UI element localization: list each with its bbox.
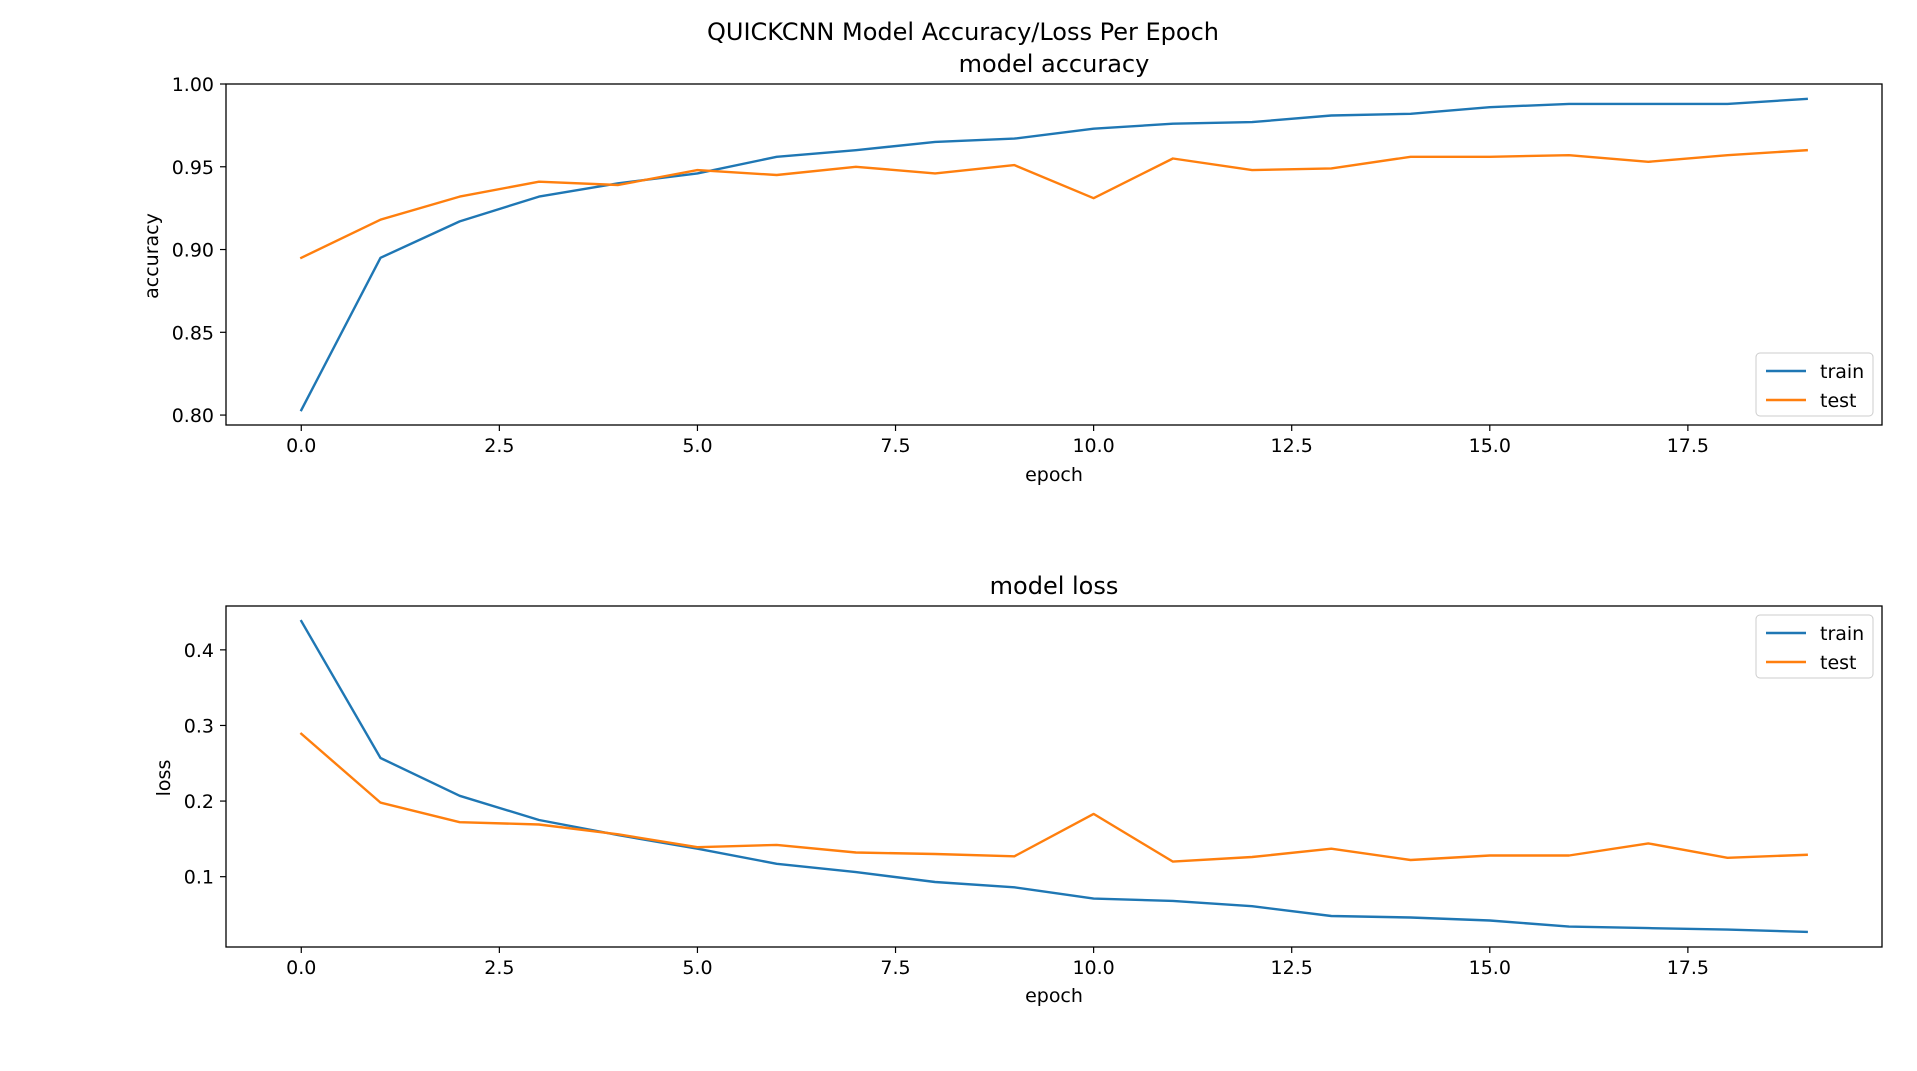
loss-y-axis-label: loss — [153, 760, 175, 797]
loss-y-tick-label: 0.1 — [184, 867, 214, 889]
accuracy-legend-label-train: train — [1820, 361, 1864, 383]
accuracy-panel: model accuracy epoch accuracy 0.0 2.5 5.0 7… — [141, 50, 1883, 486]
loss-plot-frame — [225, 605, 1883, 948]
accuracy-x-tick-label: 15.0 — [1469, 435, 1511, 457]
loss-series-train-line — [299, 619, 1808, 934]
accuracy-x-tick-label: 2.5 — [484, 435, 514, 457]
accuracy-series-test-line — [299, 148, 1808, 260]
accuracy-x-tick-label: 5.0 — [682, 435, 712, 457]
accuracy-x-tick-label: 7.5 — [880, 435, 910, 457]
accuracy-y-tick-label: 0.95 — [172, 157, 214, 179]
accuracy-x-tick-label: 10.0 — [1072, 435, 1114, 457]
loss-legend-label-train: train — [1820, 623, 1864, 645]
accuracy-x-tick-label: 12.5 — [1271, 435, 1313, 457]
accuracy-y-axis-label: accuracy — [141, 213, 163, 299]
loss-legend-label-test: test — [1820, 652, 1857, 674]
loss-y-tick-label: 0.3 — [184, 715, 214, 737]
accuracy-y-tick-label: 0.85 — [172, 322, 214, 344]
loss-chart-title: model loss — [990, 572, 1119, 600]
loss-y-tick-label: 0.2 — [184, 791, 214, 813]
accuracy-series-train-line — [299, 97, 1808, 412]
accuracy-chart-title: model accuracy — [959, 50, 1150, 78]
loss-x-tick-label: 0.0 — [286, 957, 316, 979]
loss-x-tick-label: 10.0 — [1072, 957, 1114, 979]
accuracy-y-tick-label: 0.90 — [172, 240, 214, 262]
loss-x-tick-label: 15.0 — [1469, 957, 1511, 979]
accuracy-x-tick-label: 17.5 — [1667, 435, 1709, 457]
figure-title: QUICKCNN Model Accuracy/Loss Per Epoch — [707, 18, 1219, 46]
loss-x-tick-label: 17.5 — [1667, 957, 1709, 979]
accuracy-x-tick-label: 0.0 — [286, 435, 316, 457]
loss-series-test-line — [299, 732, 1808, 863]
loss-x-tick-label: 12.5 — [1271, 957, 1313, 979]
accuracy-y-tick-label: 0.80 — [172, 405, 214, 427]
accuracy-y-tick-label: 1.00 — [172, 74, 214, 96]
loss-x-axis-label: epoch — [1025, 985, 1083, 1007]
loss-y-tick-label: 0.4 — [184, 640, 214, 662]
loss-x-tick-label: 7.5 — [880, 957, 910, 979]
accuracy-legend-label-test: test — [1820, 390, 1857, 412]
accuracy-x-axis-label: epoch — [1025, 464, 1083, 486]
accuracy-plot-frame — [225, 83, 1883, 426]
loss-x-tick-label: 5.0 — [682, 957, 712, 979]
loss-x-tick-label: 2.5 — [484, 957, 514, 979]
loss-panel: model loss epoch loss 0.0 2.5 5.0 7.5 10.0 12… — [153, 572, 1883, 1007]
